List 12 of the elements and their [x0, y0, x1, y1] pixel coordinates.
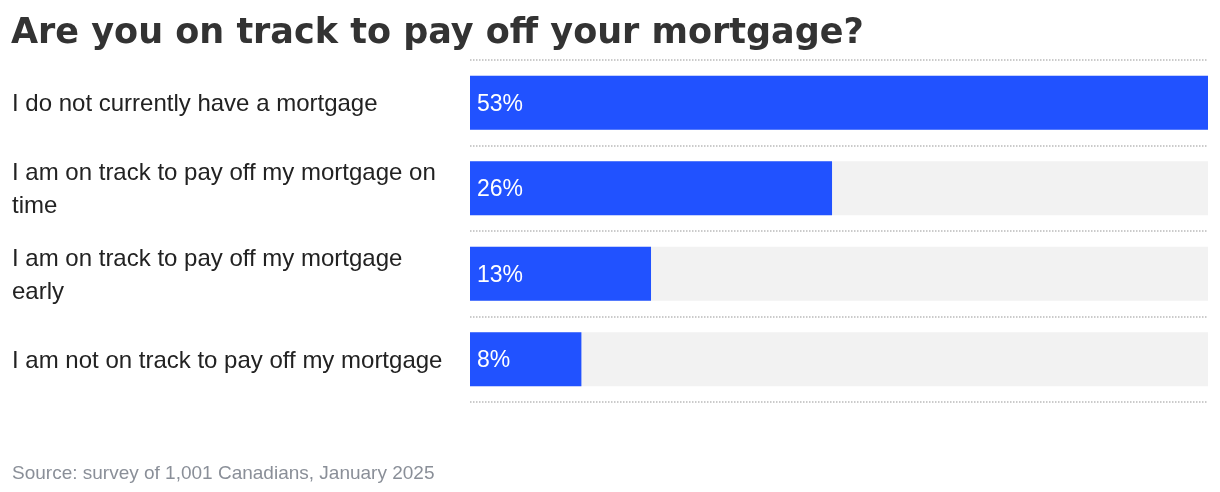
- bar: [470, 246, 652, 301]
- y-tick-label: I am on track to pay off my mortgage on time: [12, 158, 443, 219]
- bar: [470, 332, 582, 387]
- y-tick-label: I am not on track to pay off my mortgage: [12, 345, 443, 373]
- data-label: 13%: [477, 260, 524, 287]
- data-label: 8%: [477, 346, 511, 373]
- y-tick-label: I do not currently have a mortgage: [12, 89, 378, 117]
- data-label: 26%: [477, 175, 524, 202]
- data-label: 53%: [477, 89, 524, 116]
- chart-title: Are you on track to pay off your mortgage?: [11, 10, 864, 51]
- source-note: Source: survey of 1,001 Canadians, January 2025: [12, 462, 435, 483]
- y-tick-label: I am on track to pay off my mortgage early: [12, 243, 410, 304]
